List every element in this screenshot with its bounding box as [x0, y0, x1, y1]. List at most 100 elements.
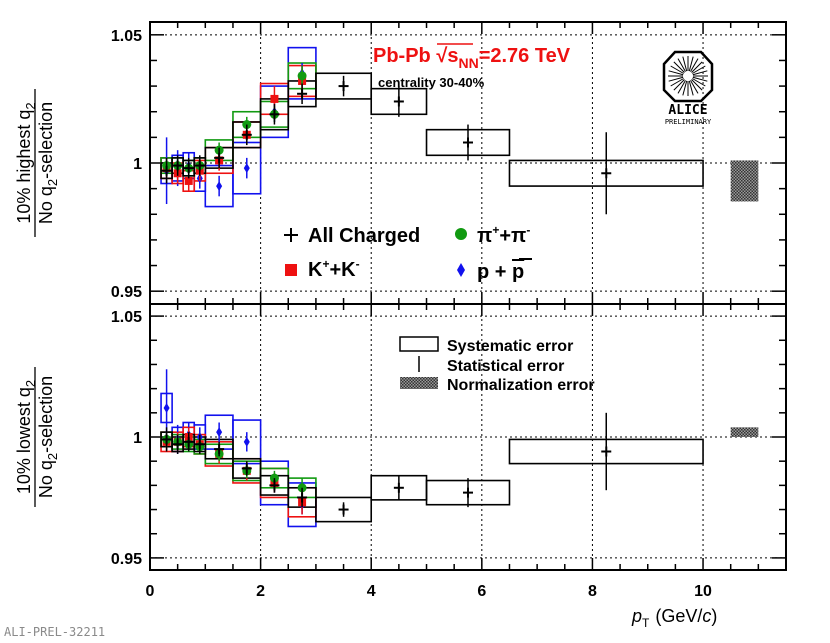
- alice-logo-ray: [673, 79, 685, 91]
- legend-pion-sup2: -: [526, 223, 530, 237]
- legend-marker-pion: [455, 228, 467, 240]
- bottom-ylabel-sub2: 2: [45, 453, 60, 460]
- x-tick-label: 10: [694, 583, 712, 600]
- data-point: [243, 436, 250, 447]
- legend-pion: π++π-: [477, 223, 530, 247]
- alice-logo-ray: [670, 78, 684, 87]
- bottom-y-axis-title: 10% lowest q2 No q2-selection: [14, 367, 60, 507]
- alice-logo-ray: [668, 70, 684, 76]
- xlabel-c: c: [702, 606, 711, 626]
- alice-logo-ray: [691, 79, 703, 91]
- alice-logo-ray: [668, 76, 684, 82]
- y-tick-label: 1: [133, 156, 142, 173]
- y-tick-label: 1: [133, 430, 142, 447]
- y-tick-label: 0.95: [111, 551, 142, 568]
- title-sub: NN: [458, 55, 478, 71]
- alice-logo-rays: [668, 56, 708, 96]
- bottom-ylabel-rest: -selection: [36, 376, 56, 453]
- xlabel-unit: (GeV/: [655, 606, 702, 626]
- bottom-ylabel-line1: 10% lowest q: [14, 387, 34, 494]
- x-axis-title: pT (GeV/c): [631, 606, 717, 630]
- alice-logo-ray: [688, 80, 694, 96]
- alice-logo-ray: [692, 76, 708, 82]
- alice-logo-ray: [677, 58, 686, 72]
- legend-kaon-mid: +K: [329, 259, 356, 281]
- normalization-error-box: [730, 427, 759, 437]
- x-tick-label: 6: [477, 583, 486, 600]
- alice-logo-ray: [670, 65, 684, 74]
- alice-logo-ray: [692, 78, 706, 87]
- legend-pion-sup1: +: [492, 223, 499, 237]
- normalization-error-box: [730, 160, 759, 202]
- legend-kaon: K++K-: [308, 257, 360, 281]
- x-tick-label: 8: [588, 583, 597, 600]
- alice-logo-ray: [690, 80, 699, 94]
- legend-proton-bar: p: [512, 261, 524, 283]
- top-y-axis-title: 10% highest q2 No q2-selection: [14, 89, 60, 237]
- alice-logo-ray: [673, 61, 685, 73]
- bottom-ylabel-sub1: 2: [23, 380, 38, 387]
- top-ylabel-line1: 10% highest q: [14, 110, 34, 224]
- data-point: [270, 94, 279, 103]
- legend-systematic-box: [399, 336, 439, 352]
- alice-logo-ray: [691, 61, 703, 73]
- systematic-box: [315, 72, 373, 100]
- top-ylabel-rest: -selection: [36, 102, 56, 179]
- title-prefix: Pb-Pb: [373, 45, 436, 67]
- legend-marker-proton: [457, 263, 465, 277]
- top-ylabel-line2: No q: [36, 186, 56, 224]
- alice-logo-ray: [682, 56, 688, 72]
- centrality-label: centrality 30-40%: [378, 75, 485, 90]
- legend-normalization-box: [400, 377, 438, 389]
- alice-logo-ray: [682, 80, 688, 96]
- legend-kaon-base: K: [308, 259, 323, 281]
- y-tick-label: 0.95: [111, 284, 142, 301]
- data-point: [297, 71, 307, 81]
- tick-labels: 0.95 1 1.05 0.95 1 1.05 0 2 4 6 8 10: [111, 28, 712, 600]
- legend-marker-kaon: [285, 264, 297, 276]
- svg-text:10% highest q2: 10% highest q2: [14, 102, 38, 223]
- legend-kaon-sup1: +: [322, 257, 329, 271]
- y-tick-label: 1.05: [111, 28, 142, 45]
- grid-lines: [150, 22, 786, 570]
- x-tick-label: 0: [146, 583, 155, 600]
- title-sqrt: √: [436, 45, 448, 67]
- data-point: [216, 181, 223, 192]
- legend-kaon-sup2: -: [356, 257, 360, 271]
- xlabel-sub: T: [642, 616, 650, 630]
- legend-statistical: Statistical error: [447, 358, 564, 375]
- svg-text:10% lowest q2: 10% lowest q2: [14, 380, 38, 494]
- axis-ticks: [149, 22, 786, 570]
- alice-logo-subtext: PRELIMINARY: [665, 118, 712, 126]
- legend-normalization: Normalization error: [447, 377, 595, 394]
- legend-proton: p + p: [477, 261, 524, 283]
- title-value: =2.76 TeV: [479, 45, 571, 67]
- legend-pion-mid: +π: [499, 225, 526, 247]
- top-ylabel-sub1: 2: [23, 102, 38, 109]
- top-legend: All Charged π++π- K++K- p + p: [284, 223, 532, 283]
- alice-logo: ALICE PRELIMINARY: [662, 50, 714, 126]
- xlabel-p: p: [631, 606, 642, 626]
- alice-logo-octagon: [662, 50, 714, 103]
- alice-logo-ray: [692, 70, 708, 76]
- legend-systematic: Systematic error: [447, 338, 573, 355]
- alice-logo-ray: [690, 58, 699, 72]
- top-panel-marks: [160, 46, 759, 215]
- svg-text:No q2-selection: No q2-selection: [36, 376, 60, 498]
- data-point: [243, 163, 250, 174]
- alice-logo-ray: [677, 80, 686, 94]
- legend-all-charged: All Charged: [308, 225, 420, 247]
- svg-text:No q2-selection: No q2-selection: [36, 102, 60, 224]
- xlabel-close: ): [711, 606, 717, 626]
- alice-logo-text: ALICE: [668, 103, 707, 118]
- title-s: s: [447, 45, 458, 67]
- collision-title: Pb-Pb √sNN=2.76 TeV: [373, 45, 571, 71]
- data-point: [216, 427, 223, 438]
- legend-pion-base: π: [477, 225, 492, 247]
- y-tick-label: 1.05: [111, 309, 142, 326]
- legend-marker-all-charged: [284, 228, 298, 242]
- data-point: [163, 402, 170, 413]
- legend-proton-text: p +: [477, 261, 512, 283]
- alice-logo-ray: [688, 56, 694, 72]
